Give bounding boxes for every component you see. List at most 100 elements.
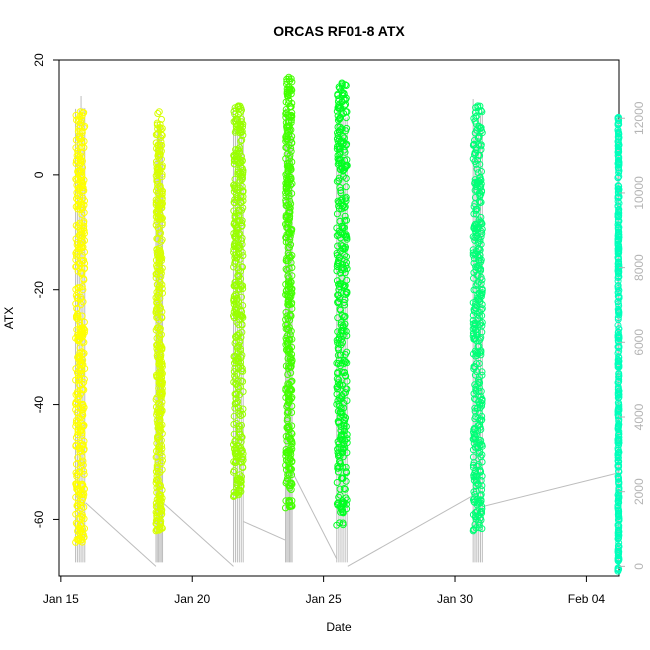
- data-point: [75, 231, 83, 239]
- data-point: [614, 414, 622, 422]
- data-point: [473, 470, 481, 478]
- data-point: [287, 166, 295, 174]
- data-point: [230, 312, 237, 320]
- data-point: [155, 164, 162, 172]
- data-point: [284, 185, 292, 193]
- data-point: [79, 400, 87, 408]
- data-point: [157, 255, 164, 263]
- data-point: [477, 333, 485, 341]
- data-point: [157, 401, 165, 409]
- data-point: [614, 522, 622, 530]
- data-point: [282, 466, 290, 474]
- data-point: [471, 194, 479, 201]
- data-point: [80, 515, 88, 523]
- data-point: [615, 169, 623, 177]
- data-point: [471, 300, 479, 308]
- altitude-connector: [243, 521, 286, 541]
- data-point: [337, 166, 345, 174]
- altitude-connector: [162, 502, 234, 567]
- data-point: [615, 307, 622, 314]
- data-point: [77, 206, 85, 214]
- data-point: [80, 144, 88, 152]
- data-point: [478, 312, 486, 320]
- data-point: [78, 513, 86, 520]
- data-point: [238, 234, 246, 242]
- data-point: [477, 107, 485, 115]
- data-point: [285, 391, 293, 399]
- data-point: [286, 155, 294, 162]
- data-point: [478, 108, 486, 116]
- data-point: [470, 390, 478, 398]
- data-point: [239, 204, 247, 212]
- data-point: [287, 386, 295, 394]
- data-point: [334, 91, 342, 99]
- data-point: [473, 205, 481, 213]
- data-point: [153, 175, 161, 183]
- data-point: [232, 391, 240, 399]
- data-point: [476, 379, 484, 387]
- data-point: [286, 294, 294, 302]
- data-point: [74, 454, 82, 462]
- data-point: [77, 122, 84, 130]
- data-point: [338, 79, 346, 87]
- data-point: [287, 147, 295, 155]
- data-point: [79, 461, 87, 469]
- data-point: [73, 250, 81, 258]
- data-point: [333, 145, 341, 153]
- data-point: [235, 285, 243, 293]
- data-point: [339, 332, 347, 340]
- data-point: [238, 365, 246, 373]
- data-point: [80, 421, 88, 429]
- data-point: [155, 480, 163, 488]
- data-point: [153, 314, 161, 322]
- data-point: [614, 357, 622, 365]
- data-point: [154, 324, 162, 332]
- data-point: [74, 267, 82, 275]
- data-point: [152, 131, 160, 139]
- data-point: [614, 423, 622, 430]
- data-point: [473, 126, 481, 134]
- data-point: [614, 457, 622, 465]
- x-axis: Jan 15 Jan 20 Jan 25 Jan 30 Feb 04: [43, 576, 605, 606]
- data-point: [282, 137, 290, 145]
- data-point: [238, 217, 246, 225]
- data-point: [337, 196, 345, 204]
- y2-tick-label: 12000: [632, 101, 646, 135]
- data-point: [615, 361, 622, 369]
- data-point: [472, 443, 480, 451]
- data-point: [153, 439, 161, 447]
- data-point: [153, 177, 161, 185]
- data-point: [76, 112, 84, 120]
- data-point: [477, 176, 485, 184]
- data-point: [340, 360, 348, 368]
- data-point: [230, 308, 238, 316]
- data-point: [80, 124, 88, 131]
- data-point: [286, 331, 294, 339]
- data-point: [78, 538, 86, 546]
- data-point: [473, 462, 481, 470]
- data-point: [334, 242, 342, 250]
- data-point: [471, 404, 479, 412]
- data-point: [239, 388, 247, 396]
- data-point: [75, 413, 83, 421]
- data-point: [72, 144, 80, 152]
- data-point: [238, 157, 246, 165]
- data-point: [478, 220, 486, 228]
- data-point: [153, 262, 161, 270]
- data-point: [287, 278, 295, 286]
- data-point: [343, 124, 351, 132]
- data-point: [239, 263, 246, 271]
- data-point: [75, 468, 83, 476]
- data-point: [80, 222, 88, 230]
- data-point: [337, 247, 345, 255]
- data-point: [471, 321, 479, 329]
- data-point: [614, 331, 622, 339]
- data-point: [473, 328, 481, 336]
- data-point: [74, 502, 82, 510]
- data-point: [153, 160, 161, 168]
- data-point: [469, 527, 477, 535]
- data-point: [236, 156, 244, 164]
- data-point: [615, 160, 623, 168]
- data-point: [474, 156, 481, 164]
- data-point: [158, 510, 166, 518]
